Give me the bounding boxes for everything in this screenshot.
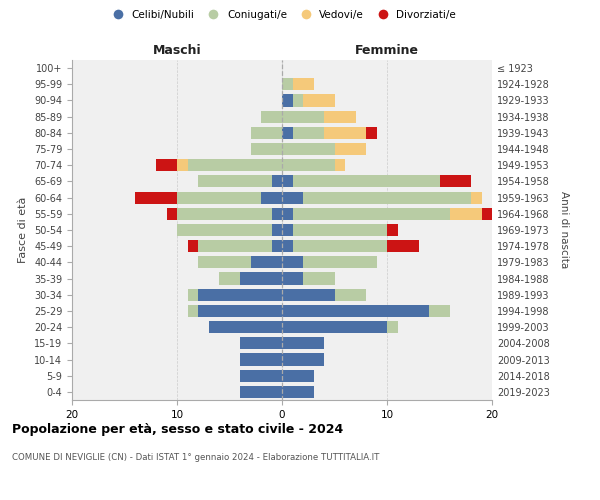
Bar [282,159,335,172]
Bar [387,240,419,252]
Bar [198,240,271,252]
Bar [303,94,335,106]
Bar [282,288,335,301]
Bar [271,176,282,188]
Bar [293,208,450,220]
Bar [198,288,282,301]
Text: COMUNE DI NEVIGLIE (CN) - Dati ISTAT 1° gennaio 2024 - Elaborazione TUTTITALIA.I: COMUNE DI NEVIGLIE (CN) - Dati ISTAT 1° … [12,452,379,462]
Bar [335,288,366,301]
Bar [282,127,293,139]
Bar [282,386,314,398]
Bar [135,192,177,203]
Bar [156,159,177,172]
Bar [282,240,293,252]
Bar [198,176,271,188]
Bar [282,338,324,349]
Bar [177,159,187,172]
Bar [240,338,282,349]
Y-axis label: Anni di nascita: Anni di nascita [559,192,569,268]
Bar [387,321,398,333]
Bar [282,370,314,382]
Bar [219,272,240,284]
Bar [293,127,324,139]
Bar [271,240,282,252]
Bar [282,94,293,106]
Bar [282,354,324,366]
Bar [187,159,282,172]
Bar [282,321,387,333]
Text: Popolazione per età, sesso e stato civile - 2024: Popolazione per età, sesso e stato civil… [12,422,343,436]
Bar [450,208,482,220]
Bar [282,256,303,268]
Bar [282,192,303,203]
Bar [439,176,471,188]
Bar [335,143,366,155]
Bar [293,94,303,106]
Bar [335,159,345,172]
Bar [293,240,387,252]
Bar [282,208,293,220]
Bar [471,192,482,203]
Text: Femmine: Femmine [355,44,419,57]
Bar [271,224,282,236]
Bar [187,240,198,252]
Bar [167,208,177,220]
Bar [240,370,282,382]
Bar [271,208,282,220]
Legend: Celibi/Nubili, Coniugati/e, Vedovi/e, Divorziati/e: Celibi/Nubili, Coniugati/e, Vedovi/e, Di… [106,8,458,22]
Bar [282,176,293,188]
Bar [429,305,450,317]
Bar [303,256,377,268]
Bar [209,321,282,333]
Bar [177,224,271,236]
Bar [198,256,251,268]
Bar [282,272,303,284]
Bar [482,208,503,220]
Bar [261,192,282,203]
Bar [251,256,282,268]
Bar [282,110,324,122]
Bar [240,386,282,398]
Bar [282,305,429,317]
Bar [240,272,282,284]
Y-axis label: Fasce di età: Fasce di età [19,197,28,263]
Bar [324,127,366,139]
Bar [324,110,355,122]
Bar [251,127,282,139]
Bar [187,288,198,301]
Bar [177,192,261,203]
Bar [303,192,471,203]
Bar [187,305,198,317]
Bar [282,224,293,236]
Bar [177,208,271,220]
Bar [261,110,282,122]
Bar [282,143,335,155]
Text: Maschi: Maschi [152,44,202,57]
Bar [293,224,387,236]
Bar [198,305,282,317]
Bar [293,176,439,188]
Bar [282,78,293,90]
Bar [251,143,282,155]
Bar [366,127,377,139]
Bar [240,354,282,366]
Bar [303,272,335,284]
Bar [387,224,398,236]
Bar [293,78,314,90]
